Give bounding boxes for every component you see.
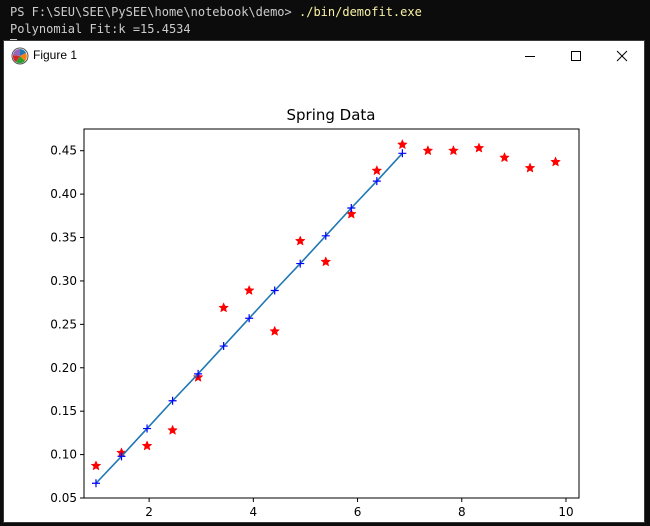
y-tick-label: 0.45 — [50, 144, 77, 158]
maximize-button[interactable] — [553, 41, 599, 71]
y-tick-label: 0.35 — [50, 231, 77, 245]
fit-point — [117, 452, 126, 461]
fit-point — [270, 286, 279, 295]
data-point — [499, 151, 510, 163]
fit-point — [398, 149, 407, 158]
figure-window: Figure 1 Spring Data 2 4 6 8 10 0.05 0.10 0.15 0… — [4, 41, 644, 522]
fit-point — [321, 231, 330, 240]
x-tick-label: 8 — [458, 505, 466, 519]
fit-point — [143, 424, 152, 433]
terminal-command: ./bin/demofit.exe — [299, 5, 422, 19]
fit-point — [168, 396, 177, 405]
window-title: Figure 1 — [33, 48, 78, 62]
data-point — [422, 145, 434, 156]
y-tick-label: 0.40 — [50, 187, 77, 201]
data-point — [524, 162, 536, 173]
terminal-prompt: PS F:\SEU\SEE\PySEE\home\notebook\demo> — [10, 5, 292, 19]
data-point — [90, 460, 102, 471]
data-point — [243, 284, 255, 296]
terminal-output: Polynomial Fit:k =15.4534 — [10, 22, 191, 36]
data-point — [141, 440, 153, 451]
fit-point — [347, 204, 356, 213]
maximize-icon — [571, 51, 581, 61]
data-point — [294, 235, 306, 246]
y-tick-label: 0.30 — [50, 274, 77, 288]
close-icon — [616, 50, 628, 62]
y-tick-label: 0.05 — [50, 491, 77, 505]
data-point — [320, 256, 332, 267]
window-titlebar[interactable]: Figure 1 — [4, 41, 644, 71]
minimize-icon — [525, 56, 535, 57]
y-tick-label: 0.20 — [50, 361, 77, 375]
x-tick-label: 10 — [558, 505, 573, 519]
chart-title: Spring Data — [287, 106, 376, 124]
x-tick-label: 6 — [354, 505, 362, 519]
data-point — [473, 142, 485, 153]
figure-canvas: Spring Data 2 4 6 8 10 0.05 0.10 0.15 0.20 0.25 0.… — [4, 71, 644, 522]
spring-data-chart: Spring Data 2 4 6 8 10 0.05 0.10 0.15 0.20 0.25 0.… — [50, 106, 580, 519]
fit-point — [219, 342, 228, 351]
y-tick-label: 0.25 — [50, 317, 77, 331]
fit-point — [91, 479, 100, 488]
data-point — [550, 156, 561, 167]
data-point — [167, 424, 178, 435]
data-point — [269, 325, 281, 336]
x-tick-label: 4 — [250, 505, 258, 519]
terminal-prompt-line: PS F:\SEU\SEE\PySEE\home\notebook\demo> … — [10, 4, 422, 20]
y-tick-label: 0.15 — [50, 404, 77, 418]
data-point — [396, 138, 408, 150]
data-point — [371, 165, 383, 176]
x-tick-label: 2 — [145, 505, 153, 519]
data-point — [448, 145, 459, 156]
y-tick-label: 0.10 — [50, 448, 77, 462]
fit-point — [372, 177, 381, 186]
data-point — [218, 302, 230, 313]
terminal-cursor — [10, 39, 17, 41]
fit-point — [245, 314, 254, 323]
fit-point — [296, 259, 305, 268]
matplotlib-icon — [11, 47, 29, 65]
fit-point — [194, 369, 203, 378]
close-button[interactable] — [599, 41, 645, 71]
plot-frame — [83, 128, 580, 499]
minimize-button[interactable] — [507, 41, 553, 71]
